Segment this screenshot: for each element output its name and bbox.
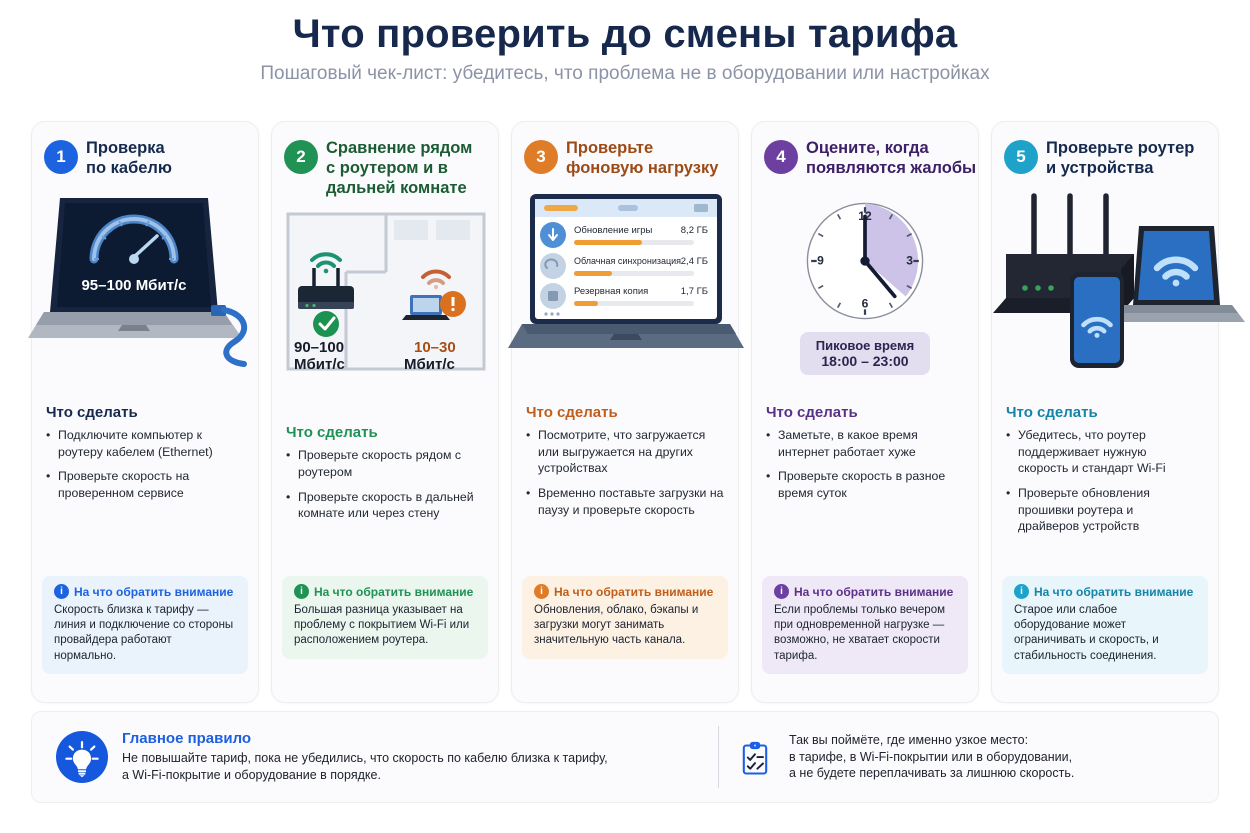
svg-text:9: 9 (817, 254, 824, 268)
svg-text:6: 6 (862, 297, 869, 311)
svg-text:3: 3 (906, 254, 913, 268)
svg-text:90–100: 90–100 (294, 339, 344, 356)
svg-text:Облачная синхронизация: Облачная синхронизация (574, 256, 681, 266)
svg-text:Мбит/с: Мбит/с (404, 356, 455, 373)
svg-text:95–100 Мбит/с: 95–100 Мбит/с (81, 277, 186, 294)
svg-text:8,2 ГБ: 8,2 ГБ (681, 225, 708, 236)
svg-text:1,7 ГБ: 1,7 ГБ (681, 286, 708, 297)
svg-text:Мбит/с: Мбит/с (294, 356, 345, 373)
svg-text:10–30: 10–30 (414, 339, 456, 356)
svg-text:Обновление игры: Обновление игры (574, 225, 653, 236)
svg-text:Резервная копия: Резервная копия (574, 286, 648, 297)
svg-text:2,4 ГБ: 2,4 ГБ (681, 256, 708, 267)
